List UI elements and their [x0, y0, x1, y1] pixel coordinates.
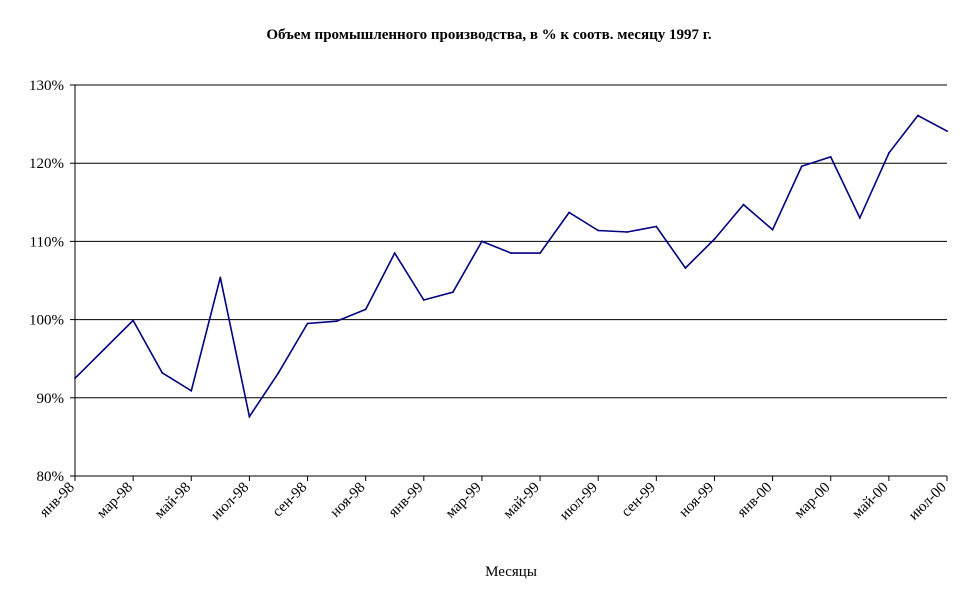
data-point	[219, 276, 222, 279]
data-point	[277, 371, 280, 374]
x-tick-label: сен-98	[270, 480, 311, 521]
x-tick-labels: янв-98 мар-98 май-98 июл-98 сен-98 ноя-98 янв-…	[37, 480, 950, 524]
data-point	[161, 371, 164, 374]
data-point	[917, 114, 919, 117]
data-point	[713, 238, 716, 240]
data-point	[597, 229, 600, 232]
data-point	[510, 252, 512, 255]
x-tick-label: май-00	[849, 480, 891, 522]
data-point	[393, 252, 396, 255]
x-tick-label: янв-99	[386, 480, 427, 521]
data-point	[481, 240, 483, 243]
x-tick-label: мар-98	[94, 480, 136, 522]
data-point	[655, 225, 658, 228]
data-point	[829, 156, 832, 158]
x-tick-label: май-98	[152, 480, 194, 522]
data-point	[626, 231, 629, 233]
data-point	[190, 389, 193, 392]
data-point	[74, 377, 76, 380]
chart-title: Объем промышленного производства, в % к …	[266, 27, 711, 43]
x-tick-label: май-99	[500, 480, 542, 522]
y-tick-label: 130%	[29, 78, 64, 94]
x-tick-label: сен-99	[618, 480, 659, 521]
y-tick-label: 120%	[29, 156, 64, 172]
series-line	[74, 114, 948, 419]
x-tick-label: мар-99	[443, 480, 485, 522]
x-tick-label: мар-00	[791, 480, 833, 522]
x-tick-label: ноя-98	[327, 480, 368, 521]
data-point	[364, 308, 367, 311]
data-point	[858, 217, 861, 219]
x-axis-title: Месяцы	[485, 564, 537, 580]
y-tick-label: 80%	[37, 469, 65, 485]
data-point	[422, 299, 425, 301]
data-point	[451, 291, 454, 294]
y-tick-label: 110%	[30, 234, 64, 250]
series-layer	[74, 114, 948, 419]
data-point	[103, 348, 105, 351]
x-tick-label: янв-00	[734, 480, 775, 521]
x-tick-label: июл-98	[208, 480, 252, 524]
data-point	[539, 252, 541, 255]
y-tick-label: 90%	[37, 391, 65, 407]
y-tick-labels: 80% 90% 100% 110% 120% 130%	[29, 78, 64, 485]
data-point	[742, 203, 745, 206]
x-tick-label: июл-00	[906, 480, 950, 524]
data-point	[887, 152, 890, 154]
data-point	[771, 228, 774, 231]
data-point	[684, 267, 687, 269]
data-point	[800, 165, 803, 168]
axes	[70, 84, 948, 481]
x-tick-label: ноя-99	[676, 480, 717, 521]
y-tick-label: 100%	[29, 313, 64, 329]
x-tick-label: июл-99	[557, 480, 601, 524]
data-point	[568, 211, 571, 214]
data-point	[248, 415, 251, 418]
data-point	[335, 320, 338, 323]
data-point	[306, 322, 309, 325]
x-tick-label: янв-98	[37, 480, 78, 521]
grid-lines	[75, 84, 947, 399]
data-point	[946, 130, 948, 133]
data-point	[132, 319, 135, 322]
